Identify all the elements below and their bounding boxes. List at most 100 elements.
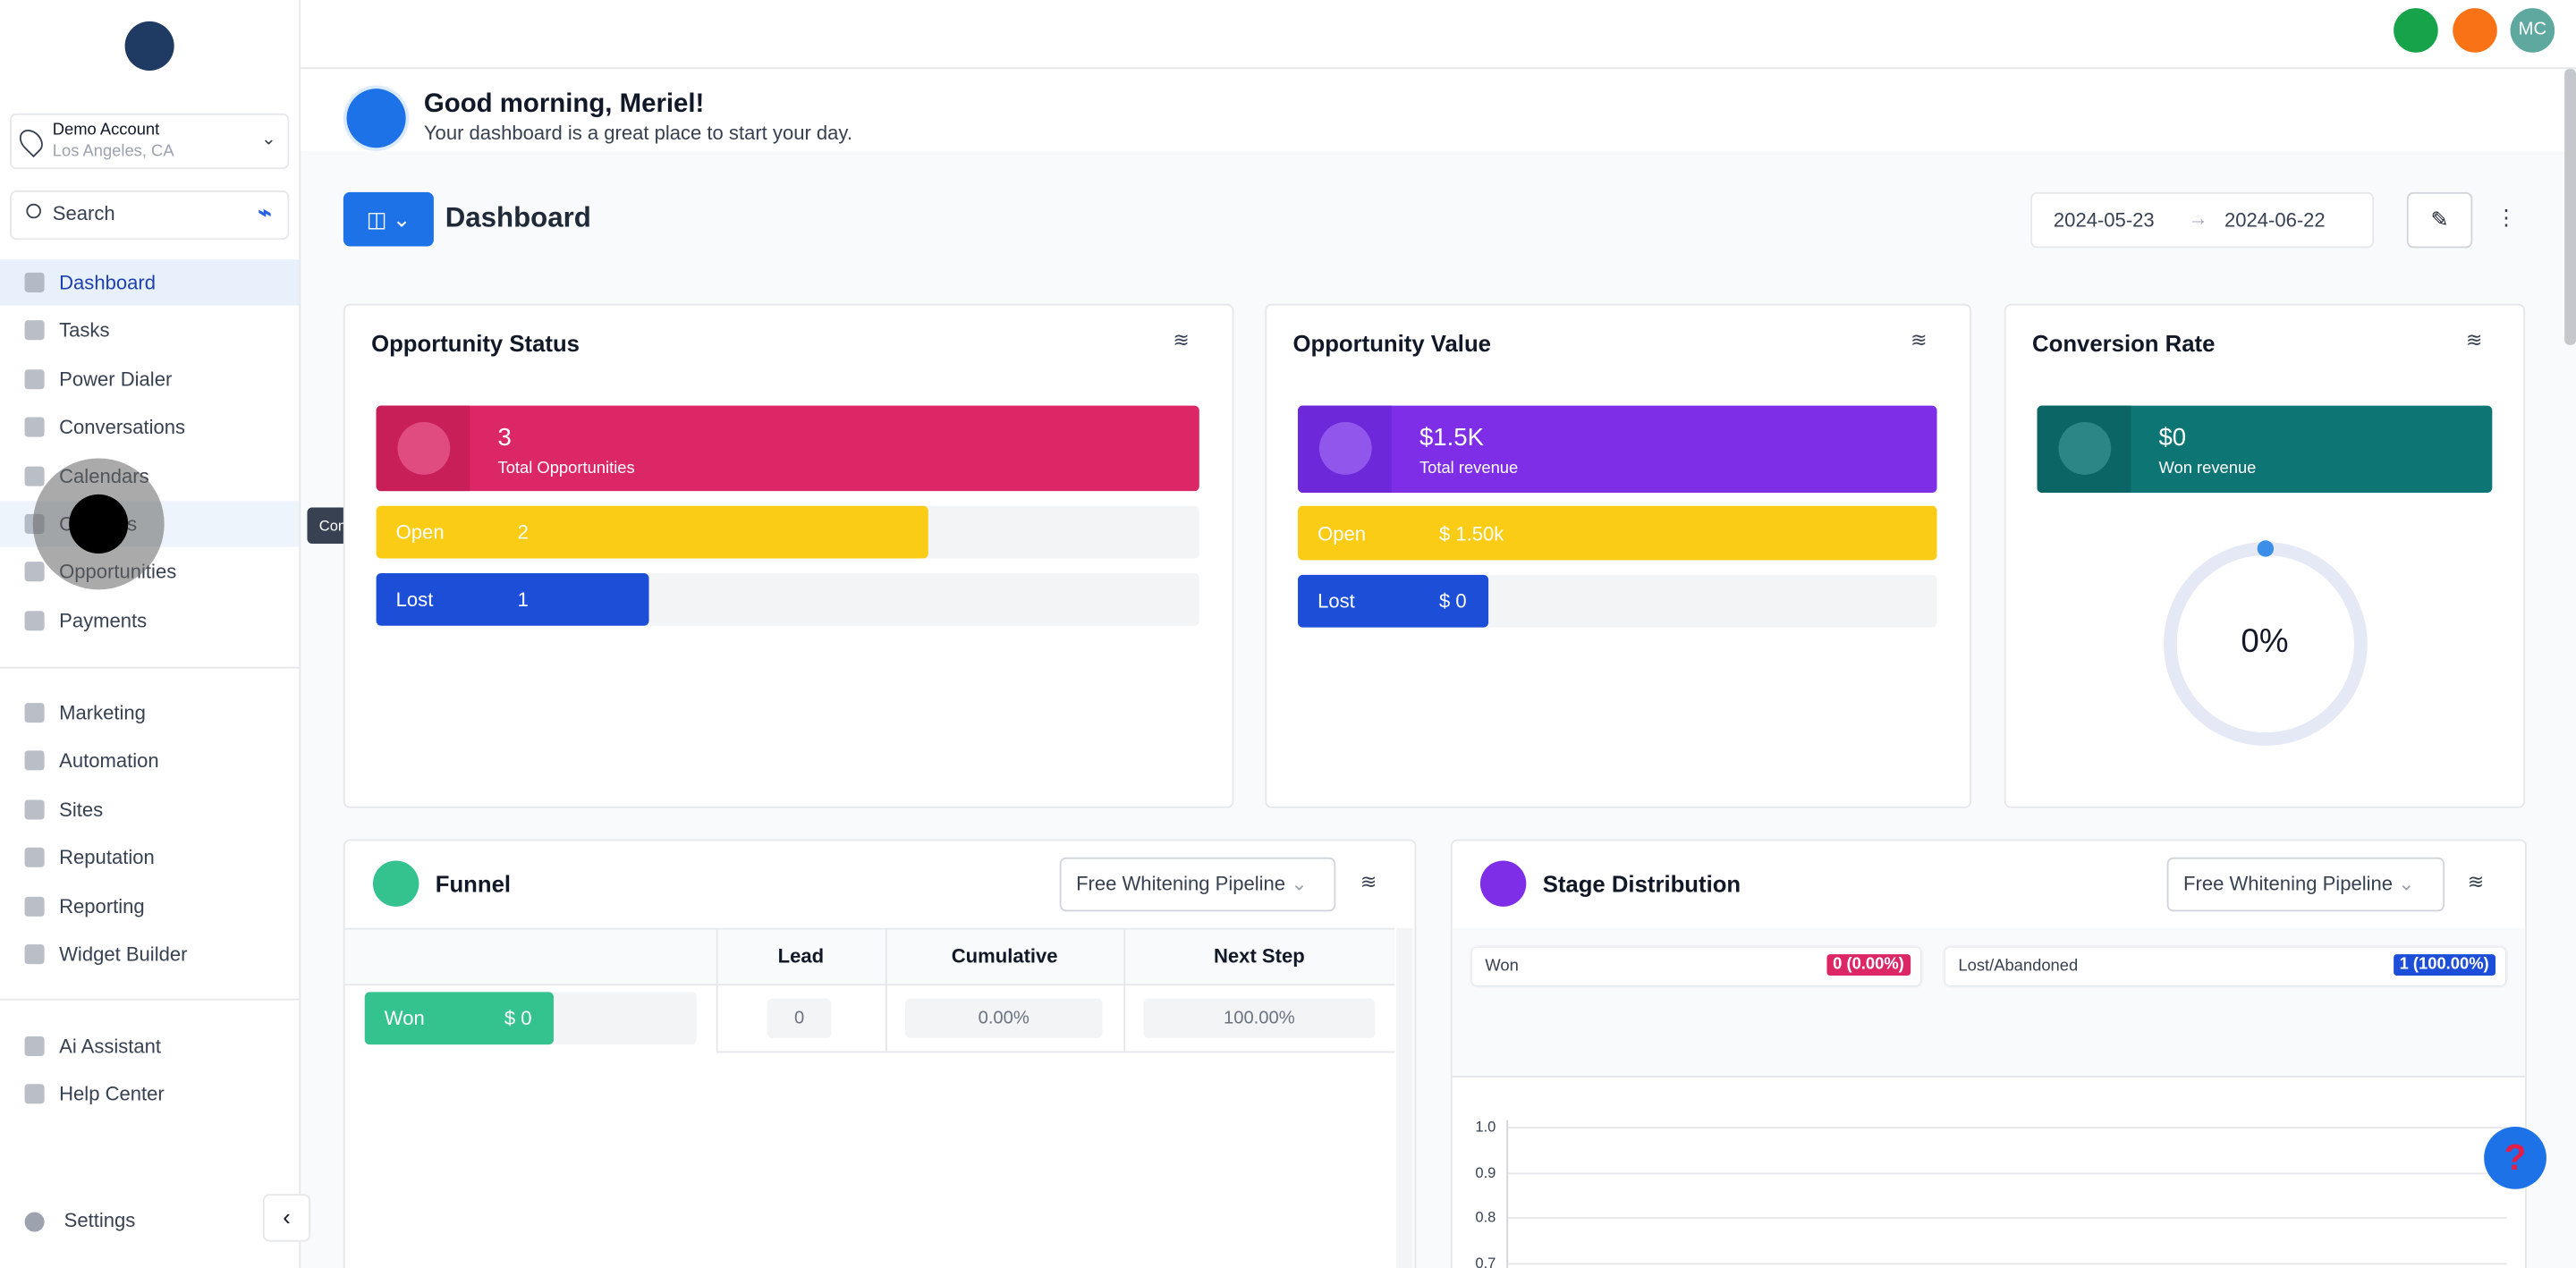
row-value: $ 1.50k <box>1438 522 1504 545</box>
greeting-subtitle: Your dashboard is a great place to start… <box>423 121 852 145</box>
nav-link[interactable]: Reporting <box>59 894 145 917</box>
opportunity-status-card: Opportunity Status ≋ 3 Total Opportuniti… <box>343 303 1234 808</box>
pipeline-dropdown[interactable]: Free Whitening Pipeline ⌄ <box>2166 857 2445 912</box>
nav-link[interactable]: Reputation <box>59 846 155 869</box>
table-header <box>344 929 1395 986</box>
stage-distribution-card: Stage Distribution Free Whitening Pipeli… <box>1450 839 2527 1268</box>
lead-value: 0 <box>767 998 832 1038</box>
grid-line <box>1508 1262 2507 1264</box>
grid-line <box>1508 1171 2507 1174</box>
lost-bar <box>1298 574 1489 628</box>
nav-icon <box>24 272 45 292</box>
card-settings[interactable]: ≋ <box>1173 328 1190 352</box>
arrow: → <box>2188 207 2208 231</box>
bolt-icon: ⌁ <box>258 199 272 225</box>
user-avatar <box>346 89 406 148</box>
search-placeholder: Search <box>52 201 115 225</box>
stage-icon <box>1479 860 1527 907</box>
pipeline-name: Free Whitening Pipeline <box>2183 872 2394 896</box>
chip-label: Won <box>1485 957 1519 976</box>
nav-active <box>0 259 300 306</box>
lost-bar <box>376 573 649 626</box>
divider <box>0 998 300 1001</box>
nav-link[interactable]: Automation <box>59 749 159 773</box>
nav-icon <box>24 1036 45 1057</box>
total-value: 3 <box>497 423 512 452</box>
card-settings[interactable]: ≋ <box>1360 870 1377 894</box>
nav-icon <box>24 562 45 582</box>
card-settings[interactable]: ≋ <box>1911 328 1928 352</box>
date-range[interactable]: 2024-05-23 → 2024-06-22 <box>2030 191 2375 249</box>
nav-link[interactable]: Tasks <box>59 319 110 342</box>
total-value: $1.5K <box>1419 423 1484 452</box>
nav-link[interactable]: Power Dialer <box>59 368 173 391</box>
card-settings[interactable]: ≋ <box>2465 328 2483 352</box>
nav-link[interactable]: Help Center <box>59 1083 165 1106</box>
rate: 0% <box>2241 623 2289 661</box>
y-tick-label: 0.7 <box>1475 1254 1496 1268</box>
column-header: Lead <box>777 944 825 968</box>
card-title: Opportunity Value <box>1292 330 1491 357</box>
y-tick-label: 0.9 <box>1475 1163 1496 1180</box>
more-button[interactable]: ⋮ <box>2496 205 2517 231</box>
account-name: Demo Account <box>52 121 160 140</box>
nav-icon <box>24 896 45 917</box>
total-bar <box>2037 405 2493 494</box>
account-switcher[interactable]: Demo Account Los Angeles, CA ⌄ <box>10 113 290 170</box>
y-tick-label: 1.0 <box>1475 1118 1496 1136</box>
scrollbar[interactable] <box>2564 69 2576 345</box>
column-header: Next Step <box>1214 944 1305 968</box>
nav-link[interactable]: Payments <box>59 609 148 632</box>
total-label: Total Opportunities <box>497 460 635 478</box>
stage-name: Won <box>384 1006 425 1030</box>
nav-link[interactable]: Conversations <box>59 416 186 439</box>
nav-link[interactable]: Marketing <box>59 701 146 725</box>
nav-icon <box>24 944 45 965</box>
row-value: $ 0 <box>1438 589 1467 613</box>
row-label: Lost <box>395 588 434 612</box>
total-bar <box>376 405 1199 492</box>
nav-icon <box>24 703 45 723</box>
nav-icon <box>24 368 45 389</box>
card-title: Stage Distribution <box>1542 870 1741 897</box>
nav-link[interactable]: Sites <box>59 798 104 821</box>
avatar[interactable]: MC <box>2510 8 2555 53</box>
pipeline-dropdown[interactable]: Free Whitening Pipeline ⌄ <box>1059 857 1336 912</box>
row-value: 2 <box>517 520 529 544</box>
nav-link[interactable]: Widget Builder <box>59 943 188 967</box>
y-axis <box>1506 1120 1509 1268</box>
edit-button[interactable]: ✎ <box>2406 191 2473 249</box>
search-icon <box>26 203 41 219</box>
nav-link[interactable]: Dashboard <box>59 271 156 294</box>
card-settings[interactable]: ≋ <box>2467 870 2485 894</box>
collapse-button[interactable]: ‹ <box>262 1194 311 1242</box>
total-label: Total revenue <box>1419 460 1519 478</box>
pin-icon <box>14 124 48 158</box>
help-button[interactable]: ? <box>2484 1127 2546 1189</box>
phone-button[interactable] <box>2394 8 2438 53</box>
click-dot <box>69 494 129 554</box>
nav-link[interactable]: Ai Assistant <box>59 1035 162 1058</box>
row-value: 1 <box>517 588 529 612</box>
greeting-band: Good morning, Meriel! Your dashboard is … <box>301 69 2565 151</box>
table-scrollbar[interactable] <box>1396 927 1413 1268</box>
total-bar <box>1298 405 1937 494</box>
donut <box>2163 540 2368 746</box>
funnel-icon <box>372 860 419 907</box>
nav-icon <box>24 848 45 868</box>
layout-button[interactable]: ◫ ⌄ <box>343 191 434 247</box>
lost-chip: Lost/Abandoned 1 (100.00%) <box>1945 947 2506 986</box>
settings-link[interactable]: Settings <box>64 1208 136 1232</box>
grid-line <box>1508 1217 2507 1219</box>
y-tick-label: 0.8 <box>1475 1208 1496 1226</box>
pipeline-name: Free Whitening Pipeline <box>1076 872 1286 896</box>
sidebar: Demo Account Los Angeles, CA ⌄ Search ⌁ … <box>0 0 311 1268</box>
conversion-rate-card: Conversion Rate ≋ $0 Won revenue 0% <box>2004 303 2526 808</box>
date-start: 2024-05-23 <box>2053 208 2155 232</box>
search-box[interactable]: Search ⌁ <box>10 190 290 241</box>
date-end: 2024-06-22 <box>2224 208 2326 232</box>
greeting-title: Good morning, Meriel! <box>423 90 705 119</box>
notification-button[interactable] <box>2453 8 2497 53</box>
